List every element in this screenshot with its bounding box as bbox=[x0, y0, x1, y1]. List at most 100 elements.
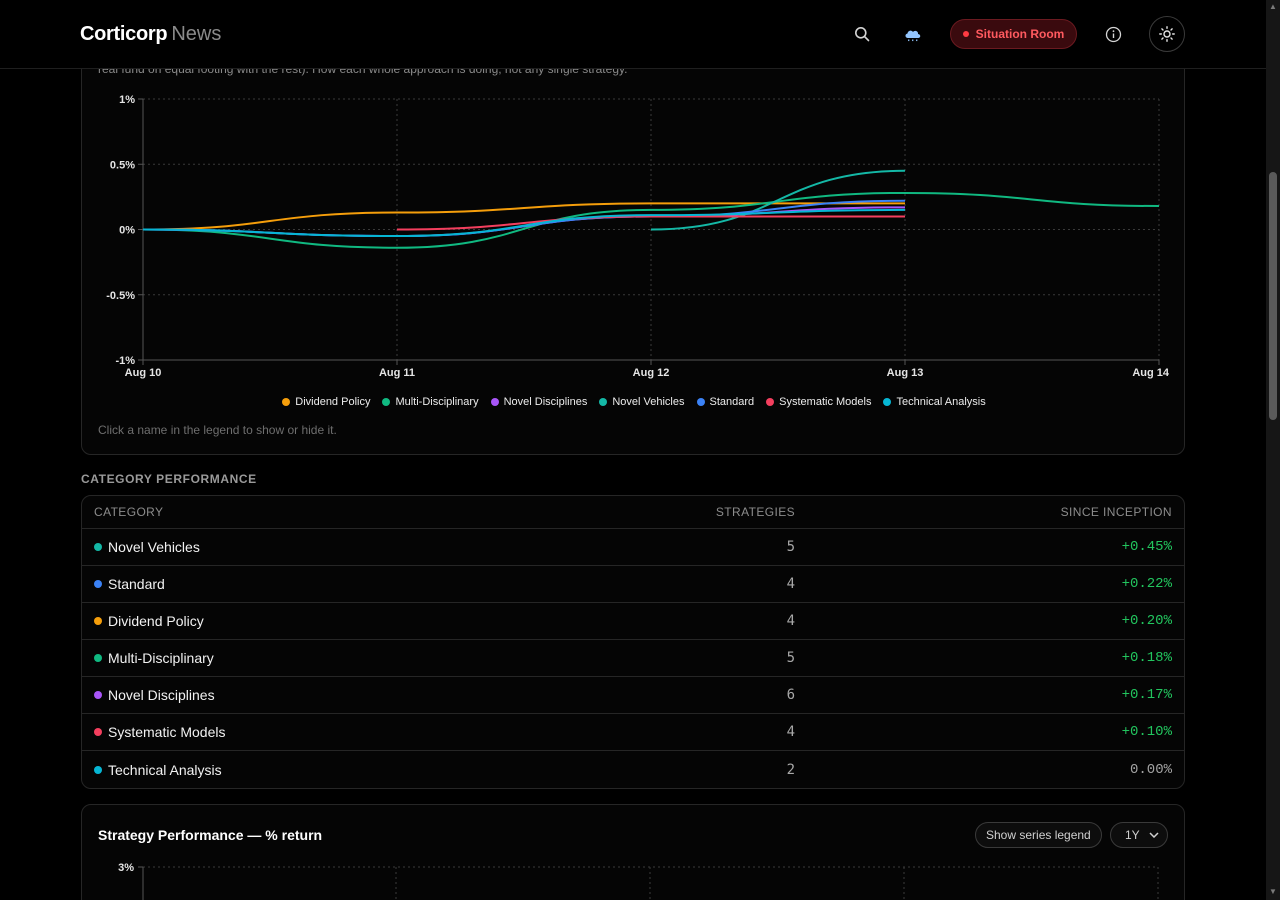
strategies-count: 5 bbox=[786, 539, 795, 555]
category-color-dot bbox=[94, 691, 102, 699]
legend-item[interactable]: Standard bbox=[696, 396, 755, 408]
chevron-down-icon bbox=[1149, 832, 1159, 838]
series-line bbox=[650, 169, 906, 231]
legend-label: Systematic Models bbox=[779, 396, 872, 408]
legend-item[interactable]: Dividend Policy bbox=[282, 396, 370, 408]
series-line bbox=[142, 199, 906, 238]
top-header: Corticorp News Situation Room bbox=[0, 0, 1266, 69]
y-tick-label: -0.5% bbox=[106, 290, 135, 302]
brand-primary: Corticorp bbox=[80, 23, 168, 45]
since-inception-value: +0.22% bbox=[1121, 576, 1172, 592]
category-color-dot bbox=[94, 654, 102, 662]
legend-label: Dividend Policy bbox=[295, 396, 371, 408]
legend-label: Standard bbox=[709, 396, 755, 408]
legend-item[interactable]: Multi-Disciplinary bbox=[382, 396, 479, 408]
strategies-count: 4 bbox=[786, 724, 795, 740]
live-dot-icon bbox=[962, 31, 969, 37]
search-icon bbox=[855, 27, 870, 42]
y-tick-label: -1% bbox=[115, 355, 135, 367]
weather-button[interactable] bbox=[898, 19, 928, 49]
legend-item[interactable]: Novel Vehicles bbox=[599, 396, 685, 408]
series-line bbox=[142, 191, 1160, 249]
scrollbar-thumb[interactable] bbox=[1269, 172, 1277, 420]
since-inception-value: 0.00% bbox=[1129, 761, 1172, 778]
category-performance-title: CATEGORY PERFORMANCE bbox=[81, 472, 257, 486]
strategy-chart: 3% bbox=[118, 862, 1159, 900]
strategy-performance-card: 3% Strategy Performance — % return Show … bbox=[81, 804, 1185, 900]
x-tick-label: Aug 10 bbox=[125, 367, 162, 379]
situation-room-button[interactable]: Situation Room bbox=[950, 19, 1077, 49]
table-row[interactable]: Multi-Disciplinary 5 +0.18% bbox=[82, 640, 1184, 677]
category-cell: Novel Vehicles bbox=[82, 539, 642, 555]
strategy-performance-title: Strategy Performance — % return bbox=[98, 827, 323, 843]
category-cell: Dividend Policy bbox=[82, 613, 642, 629]
range-select[interactable]: 1Y bbox=[1110, 822, 1168, 848]
series-line bbox=[396, 215, 905, 231]
cloud-icon bbox=[905, 30, 921, 42]
table-row[interactable]: Technical Analysis 2 0.00% bbox=[82, 751, 1184, 788]
category-name: Systematic Models bbox=[108, 724, 226, 740]
y-tick-label: 0.5% bbox=[110, 159, 135, 171]
info-button[interactable] bbox=[1098, 19, 1128, 49]
category-cell: Novel Disciplines bbox=[82, 687, 642, 703]
brand-logo[interactable]: Corticorp News bbox=[80, 22, 221, 46]
strategies-count: 5 bbox=[786, 650, 795, 666]
category-performance-table: CATEGORY STRATEGIES SINCE INCEPTION Nove… bbox=[81, 495, 1185, 789]
category-color-dot bbox=[94, 765, 102, 774]
legend-swatch bbox=[599, 398, 608, 406]
category-name: Technical Analysis bbox=[108, 761, 222, 778]
table-body: Novel Vehicles 5 +0.45% Standard 4 +0.22% Divi… bbox=[82, 529, 1184, 788]
y-tick-label: 1% bbox=[119, 94, 135, 106]
x-tick-label: Aug 13 bbox=[887, 367, 924, 379]
scroll-down-icon[interactable]: ▼ bbox=[1269, 887, 1277, 896]
category-name: Novel Disciplines bbox=[108, 687, 215, 703]
table-row[interactable]: Standard 4 +0.22% bbox=[82, 566, 1184, 603]
x-tick-label: Aug 11 bbox=[379, 367, 415, 379]
since-inception-value: +0.45% bbox=[1121, 539, 1172, 555]
page-scrollbar[interactable]: ▲ ▼ bbox=[1266, 0, 1280, 900]
search-button[interactable] bbox=[847, 19, 877, 49]
category-chart-card: real fund on equal footing with the rest… bbox=[81, 30, 1185, 455]
legend-swatch bbox=[382, 398, 391, 406]
column-strategies: STRATEGIES bbox=[715, 505, 795, 519]
legend-item[interactable]: Novel Disciplines bbox=[490, 396, 588, 408]
legend-swatch bbox=[696, 398, 705, 406]
table-row[interactable]: Novel Vehicles 5 +0.45% bbox=[82, 529, 1184, 566]
category-color-dot bbox=[94, 617, 102, 625]
scroll-up-icon[interactable]: ▲ bbox=[1269, 2, 1277, 11]
legend-swatch bbox=[766, 398, 775, 406]
table-row[interactable]: Novel Disciplines 6 +0.17% bbox=[82, 677, 1184, 714]
strategies-count: 6 bbox=[786, 687, 795, 703]
legend-item[interactable]: Technical Analysis bbox=[883, 396, 986, 408]
since-inception-value: +0.10% bbox=[1121, 724, 1172, 740]
category-name: Standard bbox=[108, 576, 165, 592]
category-color-dot bbox=[94, 728, 102, 736]
y-tick-label: 0% bbox=[119, 225, 135, 237]
category-name: Dividend Policy bbox=[108, 613, 204, 629]
strategies-count: 4 bbox=[786, 576, 795, 592]
column-since-inception: SINCE INCEPTION bbox=[1060, 505, 1172, 519]
legend-label: Technical Analysis bbox=[896, 396, 986, 408]
situation-room-label: Situation Room bbox=[975, 27, 1065, 41]
legend-swatch bbox=[282, 398, 291, 406]
category-color-dot bbox=[94, 543, 102, 551]
legend-hint: Click a name in the legend to show or hi… bbox=[98, 423, 337, 437]
category-cell: Systematic Models bbox=[82, 724, 642, 740]
show-series-legend-button[interactable]: Show series legend bbox=[975, 822, 1102, 848]
strategies-count: 2 bbox=[786, 761, 795, 778]
theme-toggle-button[interactable] bbox=[1149, 16, 1185, 52]
legend-label: Novel Disciplines bbox=[503, 396, 588, 408]
legend-label: Multi-Disciplinary bbox=[395, 396, 479, 408]
chart-legend: Dividend Policy Multi-Disciplinary Novel D… bbox=[82, 396, 1186, 408]
category-color-dot bbox=[94, 580, 102, 588]
legend-item[interactable]: Systematic Models bbox=[766, 396, 871, 408]
category-cell: Multi-Disciplinary bbox=[82, 650, 642, 666]
y-tick-label: 3% bbox=[118, 862, 134, 874]
legend-swatch bbox=[883, 398, 892, 406]
category-line-chart: 1% 0.5% 0% -0.5% -1%Aug 10 Aug 11 Aug 12 Aug 13… bbox=[106, 94, 1170, 379]
since-inception-value: +0.18% bbox=[1121, 650, 1172, 666]
legend-label: Novel Vehicles bbox=[612, 396, 685, 408]
table-row[interactable]: Systematic Models 4 +0.10% bbox=[82, 714, 1184, 751]
table-row[interactable]: Dividend Policy 4 +0.20% bbox=[82, 603, 1184, 640]
